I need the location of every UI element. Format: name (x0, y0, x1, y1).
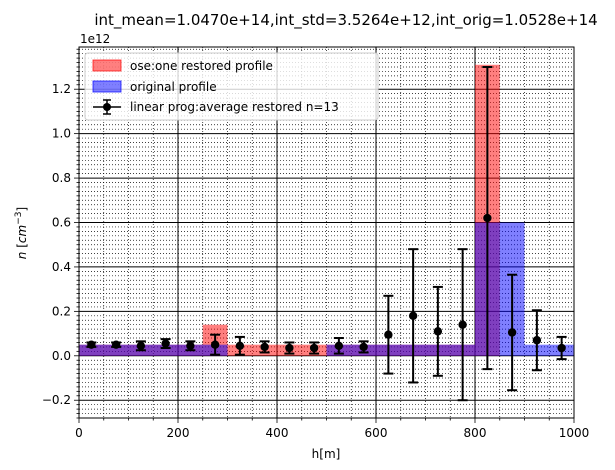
errorbar-point (235, 341, 245, 350)
y-axis-label: n [cm−3] (14, 207, 29, 259)
errorbar-point (532, 336, 542, 345)
x-tick-label: 200 (167, 426, 190, 440)
chart-title: int_mean=1.0470e+14,int_std=3.5264e+12,i… (94, 11, 597, 30)
errorbar-point (161, 339, 170, 348)
errorbar-point (136, 341, 146, 350)
errorbar-point (186, 341, 195, 350)
y-tick-label: 1.0 (52, 127, 71, 141)
original-bar (153, 344, 178, 356)
legend-marker-errorbar (93, 99, 121, 115)
errorbar-point (210, 340, 220, 349)
errorbar-point (384, 330, 393, 339)
errorbar-point (458, 320, 467, 329)
errorbar-point (359, 342, 368, 352)
errorbar-point (507, 328, 517, 337)
legend-box (84, 52, 379, 121)
errorbar-point (334, 341, 344, 350)
y-tick-label: 0.8 (52, 171, 71, 185)
x-tick-label: 400 (266, 426, 289, 440)
x-tick-label: 800 (464, 426, 487, 440)
x-tick-label: 600 (365, 426, 388, 440)
x-axis-ticks: 0 200 400 600 800 1000 (75, 418, 589, 440)
x-tick-label: 1000 (559, 426, 590, 440)
y-tick-label: 1.2 (52, 82, 71, 96)
y-axis-ticks: −0.2 0.0 0.2 0.4 0.6 0.8 1.0 1.2 (42, 48, 79, 419)
y-tick-label: 0.2 (52, 304, 71, 318)
legend-label-ose: ose:one restored profile (130, 59, 273, 73)
x-axis-label: h[m] (312, 447, 341, 461)
legend-swatch-original (92, 80, 122, 93)
errorbar-point (309, 343, 319, 353)
errorbar-series (86, 65, 567, 402)
errorbar-point (408, 311, 418, 321)
x-tick-label: 0 (75, 426, 83, 440)
original-bar (103, 344, 129, 356)
errorbar-point (285, 343, 294, 353)
legend-label-original: original profile (130, 80, 217, 94)
errorbar-point (433, 327, 443, 336)
errorbar-point (557, 343, 566, 353)
original-bar (79, 344, 104, 356)
errorbar-point (87, 340, 96, 349)
y-tick-label: −0.2 (42, 393, 71, 407)
y-multiplier-label: 1e12 (80, 32, 110, 46)
errorbar-point (111, 340, 121, 349)
legend-label-errorbar: linear prog:average restored n=13 (130, 100, 339, 114)
y-tick-label: 0.0 (52, 349, 71, 363)
y-tick-label: 0.6 (52, 216, 71, 230)
legend-swatch-ose (92, 59, 122, 72)
errorbar-point (483, 213, 492, 223)
y-tick-label: 0.4 (52, 260, 71, 274)
errorbar-point (260, 342, 269, 352)
legend: ose:one restored profile original profil… (84, 52, 379, 121)
